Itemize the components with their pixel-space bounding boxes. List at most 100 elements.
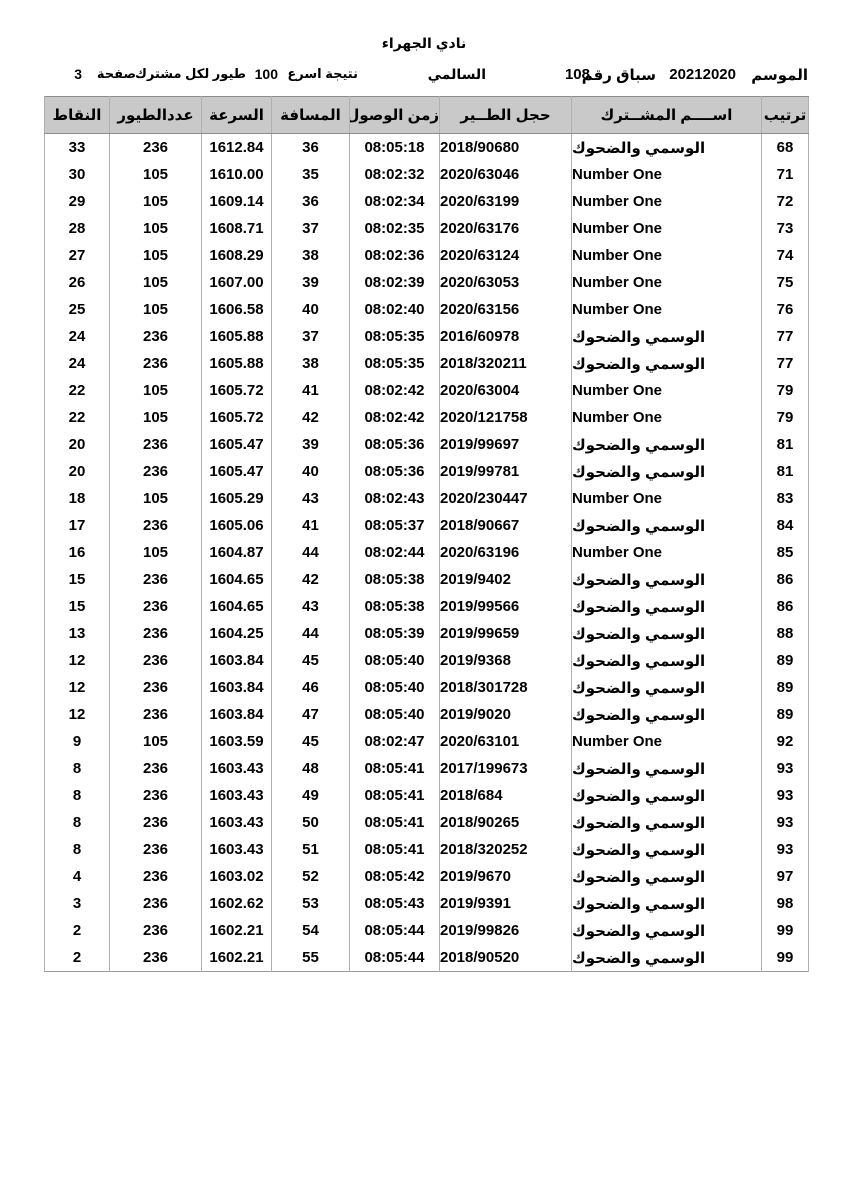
cell-rank: 72 xyxy=(761,188,809,215)
table-row: 76 Number One 2020/63156 08:02:40 40 1606.58 1… xyxy=(44,296,809,323)
table-row: 79 Number One 2020/121758 08:02:42 42 1605.72… xyxy=(44,404,809,431)
cell-time: 08:05:35 xyxy=(349,323,440,350)
cell-birds: 236 xyxy=(109,647,202,674)
cell-time: 08:02:44 xyxy=(349,539,440,566)
cell-birds: 105 xyxy=(109,404,202,431)
race-label: سباق رقم xyxy=(581,67,656,84)
table-row: 89 الوسمي والضحوك 2019/9368 08:05:40 45 1603.… xyxy=(44,647,809,674)
cell-name: الوسمي والضحوك xyxy=(571,350,762,377)
per-participant-label: طيور لكل مشترك xyxy=(134,66,246,81)
cell-name: الوسمي والضحوك xyxy=(571,674,762,701)
cell-dist: 43 xyxy=(271,485,350,512)
cell-pts: 24 xyxy=(44,350,110,377)
birds-count-value: 100 xyxy=(254,66,278,82)
cell-rank: 75 xyxy=(761,269,809,296)
cell-time: 08:05:41 xyxy=(349,782,440,809)
cell-pts: 22 xyxy=(44,404,110,431)
cell-dist: 49 xyxy=(271,782,350,809)
cell-rank: 85 xyxy=(761,539,809,566)
cell-birds: 236 xyxy=(109,809,202,836)
cell-birds: 236 xyxy=(109,566,202,593)
race-info-bar: الموسم 20212020 سباق رقم 108 السالمي نتي… xyxy=(44,66,808,88)
cell-dist: 40 xyxy=(271,458,350,485)
cell-name: Number One xyxy=(571,269,762,296)
column-header-arrivaltime: زمن الوصول xyxy=(349,96,440,134)
cell-dist: 40 xyxy=(271,296,350,323)
cell-dist: 54 xyxy=(271,917,350,944)
cell-name: الوسمي والضحوك xyxy=(571,836,762,863)
cell-speed: 1605.88 xyxy=(201,350,272,377)
table-row: 72 Number One 2020/63199 08:02:34 36 1609.14 1… xyxy=(44,188,809,215)
cell-speed: 1604.65 xyxy=(201,593,272,620)
table-row: 93 الوسمي والضحوك 2018/684 08:05:41 49 1603.4… xyxy=(44,782,809,809)
table-row: 81 الوسمي والضحوك 2019/99781 08:05:36 40 1605… xyxy=(44,458,809,485)
cell-ring: 2020/121758 xyxy=(439,404,572,431)
cell-dist: 37 xyxy=(271,215,350,242)
cell-name: الوسمي والضحوك xyxy=(571,323,762,350)
cell-speed: 1605.06 xyxy=(201,512,272,539)
table-row: 99 الوسمي والضحوك 2018/90520 08:05:44 55 1602… xyxy=(44,944,809,972)
cell-name: الوسمي والضحوك xyxy=(571,701,762,728)
table-row: 93 الوسمي والضحوك 2017/199673 08:05:41 48 160… xyxy=(44,755,809,782)
cell-ring: 2019/9402 xyxy=(439,566,572,593)
cell-pts: 8 xyxy=(44,809,110,836)
cell-time: 08:02:34 xyxy=(349,188,440,215)
cell-pts: 13 xyxy=(44,620,110,647)
cell-ring: 2019/9670 xyxy=(439,863,572,890)
cell-birds: 105 xyxy=(109,215,202,242)
column-header-birdcount: عددالطيور xyxy=(109,96,202,134)
cell-ring: 2020/63156 xyxy=(439,296,572,323)
table-header-row: ترتيب اســــم المشــترك حجل الطــير زمن … xyxy=(44,96,809,134)
cell-pts: 2 xyxy=(44,944,110,972)
table-row: 73 Number One 2020/63176 08:02:35 37 1608.71 1… xyxy=(44,215,809,242)
cell-pts: 18 xyxy=(44,485,110,512)
cell-birds: 236 xyxy=(109,755,202,782)
cell-birds: 236 xyxy=(109,512,202,539)
cell-pts: 12 xyxy=(44,701,110,728)
cell-time: 08:05:37 xyxy=(349,512,440,539)
cell-rank: 84 xyxy=(761,512,809,539)
cell-dist: 50 xyxy=(271,809,350,836)
cell-dist: 36 xyxy=(271,188,350,215)
table-row: 98 الوسمي والضحوك 2019/9391 08:05:43 53 1602.… xyxy=(44,890,809,917)
cell-time: 08:02:42 xyxy=(349,404,440,431)
cell-dist: 55 xyxy=(271,944,350,972)
cell-rank: 83 xyxy=(761,485,809,512)
cell-speed: 1603.43 xyxy=(201,809,272,836)
page-number: 3 xyxy=(74,66,82,82)
cell-name: الوسمي والضحوك xyxy=(571,755,762,782)
cell-name: Number One xyxy=(571,242,762,269)
cell-ring: 2018/90667 xyxy=(439,512,572,539)
cell-birds: 105 xyxy=(109,161,202,188)
cell-speed: 1603.43 xyxy=(201,836,272,863)
cell-ring: 2016/60978 xyxy=(439,323,572,350)
cell-birds: 236 xyxy=(109,620,202,647)
cell-dist: 44 xyxy=(271,620,350,647)
cell-ring: 2018/684 xyxy=(439,782,572,809)
cell-name: Number One xyxy=(571,188,762,215)
cell-speed: 1605.72 xyxy=(201,404,272,431)
cell-pts: 9 xyxy=(44,728,110,755)
cell-speed: 1602.21 xyxy=(201,944,272,972)
cell-rank: 77 xyxy=(761,350,809,377)
cell-dist: 41 xyxy=(271,512,350,539)
cell-rank: 86 xyxy=(761,593,809,620)
cell-time: 08:05:40 xyxy=(349,647,440,674)
season-label: الموسم xyxy=(751,67,808,84)
cell-birds: 105 xyxy=(109,269,202,296)
cell-dist: 38 xyxy=(271,242,350,269)
cell-time: 08:05:40 xyxy=(349,674,440,701)
column-header-name: اســــم المشــترك xyxy=(571,96,762,134)
cell-name: الوسمي والضحوك xyxy=(571,782,762,809)
cell-time: 08:05:38 xyxy=(349,593,440,620)
cell-name: الوسمي والضحوك xyxy=(571,917,762,944)
cell-pts: 22 xyxy=(44,377,110,404)
cell-ring: 2019/99566 xyxy=(439,593,572,620)
page-label: صفحة xyxy=(96,66,136,81)
table-row: 93 الوسمي والضحوك 2018/90265 08:05:41 50 1603… xyxy=(44,809,809,836)
cell-speed: 1603.59 xyxy=(201,728,272,755)
cell-speed: 1605.47 xyxy=(201,431,272,458)
cell-birds: 236 xyxy=(109,133,202,161)
cell-time: 08:05:36 xyxy=(349,458,440,485)
cell-speed: 1604.25 xyxy=(201,620,272,647)
